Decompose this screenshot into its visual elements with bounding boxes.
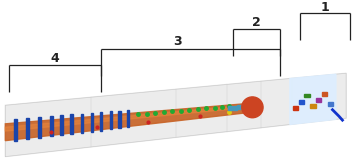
Bar	[91, 113, 93, 132]
Bar	[110, 111, 112, 129]
Bar	[38, 117, 41, 138]
Polygon shape	[5, 103, 254, 141]
Polygon shape	[5, 73, 346, 157]
Text: 2: 2	[252, 16, 261, 29]
Text: 4: 4	[51, 52, 59, 65]
Polygon shape	[322, 92, 327, 96]
Polygon shape	[310, 104, 316, 108]
Polygon shape	[250, 106, 261, 109]
Bar	[60, 115, 63, 135]
Polygon shape	[304, 94, 310, 97]
Bar	[50, 116, 53, 136]
Bar	[71, 114, 73, 134]
Bar	[26, 118, 29, 139]
Bar	[118, 111, 121, 128]
Text: 1: 1	[321, 1, 329, 14]
Bar	[99, 112, 102, 131]
Polygon shape	[293, 106, 299, 110]
Bar	[81, 114, 83, 133]
Bar	[127, 110, 129, 127]
Polygon shape	[290, 74, 336, 125]
Polygon shape	[299, 100, 304, 104]
Polygon shape	[328, 102, 333, 106]
Bar	[14, 119, 17, 141]
Polygon shape	[316, 98, 321, 102]
Polygon shape	[5, 105, 254, 131]
Text: 3: 3	[173, 36, 182, 49]
Ellipse shape	[242, 97, 263, 118]
